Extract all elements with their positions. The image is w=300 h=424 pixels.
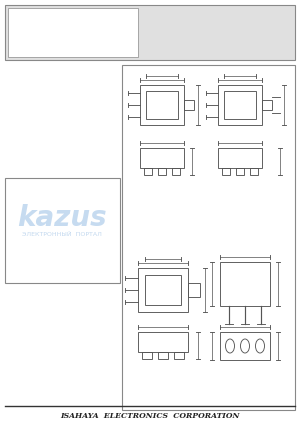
Bar [220,262,270,306]
Bar [5,178,120,283]
Bar [218,85,262,125]
Text: ISAHAYA  ELECTRONICS  CORPORATION: ISAHAYA ELECTRONICS CORPORATION [60,412,240,420]
Bar [188,283,200,297]
Bar [122,65,295,410]
Bar [184,100,194,110]
Bar [236,168,244,175]
Bar [172,168,180,175]
Bar [142,352,152,359]
Bar [218,148,262,168]
Bar [174,352,184,359]
Bar [158,168,166,175]
Bar [158,352,168,359]
Bar [220,332,270,360]
Bar [138,268,188,312]
Bar [224,91,256,119]
Bar [5,5,295,60]
Bar [145,275,181,305]
Bar [140,85,184,125]
Bar [140,148,184,168]
Text: ЭЛЕКТРОННЫЙ  ПОРТАЛ: ЭЛЕКТРОННЫЙ ПОРТАЛ [22,232,102,237]
Text: kazus: kazus [17,204,107,232]
Bar [146,91,178,119]
Bar [8,8,138,57]
Bar [144,168,152,175]
Bar [138,332,188,352]
Bar [262,100,272,110]
Bar [250,168,258,175]
Bar [222,168,230,175]
